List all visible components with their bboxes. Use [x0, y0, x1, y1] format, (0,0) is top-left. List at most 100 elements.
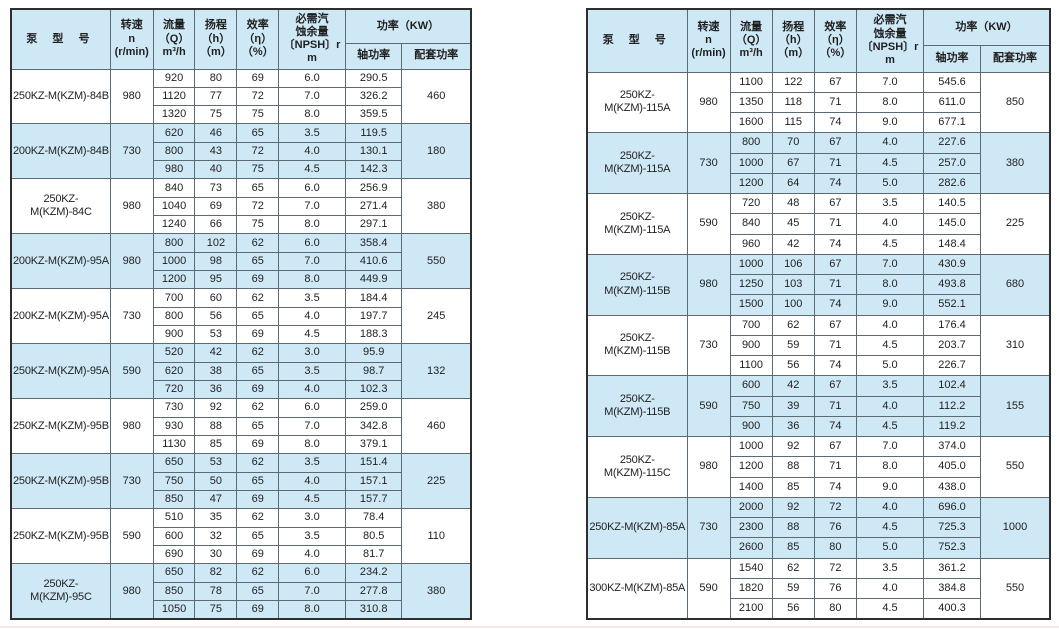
- npsh-cell: 7.0: [278, 416, 346, 437]
- shaft-power-cell: 130.1: [344, 141, 403, 162]
- npsh-cell: 3.5: [278, 123, 346, 143]
- head-cell: 80: [194, 68, 238, 88]
- speed-cell: 730: [686, 132, 731, 194]
- header-flow: 流量 （Q） m³/h: [729, 8, 773, 73]
- table-row: 960 42 74 4.5 148.4: [587, 233, 1050, 255]
- shaft-power-cell: 140.5: [923, 192, 981, 215]
- shaft-power-cell: 148.4: [923, 233, 981, 255]
- efficiency-cell: 65: [236, 526, 280, 547]
- shaft-power-cell: 197.7: [344, 306, 403, 327]
- header-speed: 转速 n (r/min): [109, 8, 154, 70]
- speed-cell: 590: [686, 193, 731, 255]
- flow-cell: 1000: [729, 253, 773, 276]
- flow-cell: 620: [152, 123, 196, 143]
- npsh-cell: 7.0: [278, 196, 346, 217]
- efficiency-cell: 67: [813, 132, 857, 154]
- shaft-power-cell: 151.4: [344, 453, 403, 473]
- flow-cell: 840: [152, 178, 196, 198]
- header-efficiency: 效率 （η） （%）: [236, 8, 280, 70]
- head-cell: 92: [771, 496, 815, 519]
- head-cell: 45: [771, 213, 815, 235]
- flow-cell: 800: [152, 306, 196, 327]
- flow-cell: 1320: [152, 105, 196, 125]
- npsh-cell: 3.5: [855, 557, 925, 579]
- npsh-cell: 4.5: [278, 325, 346, 345]
- flow-cell: 1200: [729, 172, 773, 195]
- flow-cell: 800: [152, 233, 196, 253]
- head-cell: 70: [771, 132, 815, 154]
- head-cell: 88: [771, 516, 815, 539]
- npsh-cell: 3.5: [855, 375, 925, 397]
- npsh-cell: 3.5: [278, 361, 346, 382]
- npsh-cell: 6.0: [278, 233, 346, 253]
- efficiency-cell: 74: [813, 294, 857, 316]
- npsh-cell: 4.5: [855, 516, 925, 539]
- matched-power-cell: 460: [401, 398, 472, 455]
- flow-cell: 900: [729, 334, 773, 357]
- npsh-cell: 4.0: [855, 496, 925, 519]
- model-cell: 200KZ-M(KZM)-84B: [10, 123, 111, 180]
- flow-cell: 960: [729, 233, 773, 255]
- efficiency-cell: 65: [236, 416, 280, 437]
- head-cell: 35: [194, 508, 238, 528]
- shaft-power-cell: 157.1: [344, 471, 403, 492]
- model-cell: 250KZ-M(KZM)-115B: [586, 375, 688, 437]
- shaft-power-cell: 81.7: [344, 545, 403, 565]
- speed-cell: 980: [686, 71, 731, 134]
- npsh-cell: 3.5: [278, 288, 346, 308]
- table-row: 1400 85 74 9.0 438.0: [587, 476, 1050, 498]
- flow-cell: 900: [152, 325, 196, 345]
- matched-power-cell: 245: [401, 288, 472, 345]
- shaft-power-cell: 282.6: [923, 172, 981, 195]
- matched-power-cell: 550: [980, 557, 1051, 620]
- efficiency-cell: 65: [236, 178, 280, 198]
- header-matched-power: 配套功率: [401, 42, 472, 70]
- efficiency-cell: 67: [813, 253, 857, 276]
- table-row: 200KZ-M(KZM)-95A 730 700 60 62 3.5 184.4 245: [10, 288, 472, 345]
- flow-cell: 800: [729, 132, 773, 154]
- header-shaft-power: 轴功率: [344, 42, 403, 70]
- head-cell: 77: [194, 86, 238, 107]
- flow-cell: 720: [152, 380, 196, 400]
- npsh-cell: 9.0: [855, 476, 925, 498]
- shaft-power-cell: 326.2: [344, 86, 403, 107]
- table-row: 250KZ-M(KZM)-85A 730 2000 92 72 4.0 696.0 1000: [586, 496, 1051, 559]
- table-row: 2100 56 80 4.5 400.3: [587, 598, 1050, 620]
- speed-cell: 730: [686, 496, 731, 559]
- head-cell: 106: [771, 253, 815, 276]
- efficiency-cell: 67: [813, 71, 857, 93]
- shaft-power-cell: 259.0: [344, 398, 403, 418]
- efficiency-cell: 71: [813, 334, 857, 357]
- flow-cell: 1040: [152, 196, 196, 217]
- head-cell: 36: [771, 415, 815, 438]
- efficiency-cell: 65: [236, 251, 280, 272]
- header-matched-power: 配套功率: [980, 44, 1051, 73]
- model-cell: 250KZ-M(KZM)-115C: [586, 436, 688, 498]
- flow-cell: 650: [152, 563, 196, 583]
- shaft-power-cell: 696.0: [923, 496, 981, 519]
- shaft-power-cell: 725.3: [923, 516, 981, 539]
- head-cell: 69: [194, 196, 238, 217]
- matched-power-cell: 110: [401, 508, 472, 565]
- flow-cell: 2600: [729, 537, 773, 559]
- table-row: 250KZ-M(KZM)-115A 590 720 48 67 3.5 140.5 225: [586, 192, 1051, 255]
- shaft-power-cell: 142.3: [344, 160, 403, 180]
- header-flow: 流量 （Q） m³/h: [152, 8, 196, 70]
- matched-power-cell: 550: [401, 233, 472, 290]
- efficiency-cell: 69: [236, 380, 280, 400]
- efficiency-cell: 65: [236, 306, 280, 327]
- shaft-power-cell: 112.2: [923, 395, 981, 417]
- npsh-cell: 4.0: [855, 577, 925, 600]
- efficiency-cell: 80: [813, 537, 857, 559]
- efficiency-cell: 62: [236, 563, 280, 583]
- efficiency-cell: 67: [813, 375, 857, 397]
- flow-cell: 510: [152, 508, 196, 528]
- table-row: 840 45 71 4.0 145.0: [587, 213, 1050, 235]
- npsh-cell: 8.0: [278, 435, 346, 455]
- model-cell: 250KZ-M(KZM)-84C: [10, 178, 111, 235]
- header-model: 泵 型 号: [586, 8, 688, 73]
- head-cell: 36: [194, 380, 238, 400]
- table-row: 600 32 65 3.5 80.5: [11, 526, 471, 547]
- matched-power-cell: 132: [401, 343, 472, 400]
- matched-power-cell: 225: [401, 453, 472, 510]
